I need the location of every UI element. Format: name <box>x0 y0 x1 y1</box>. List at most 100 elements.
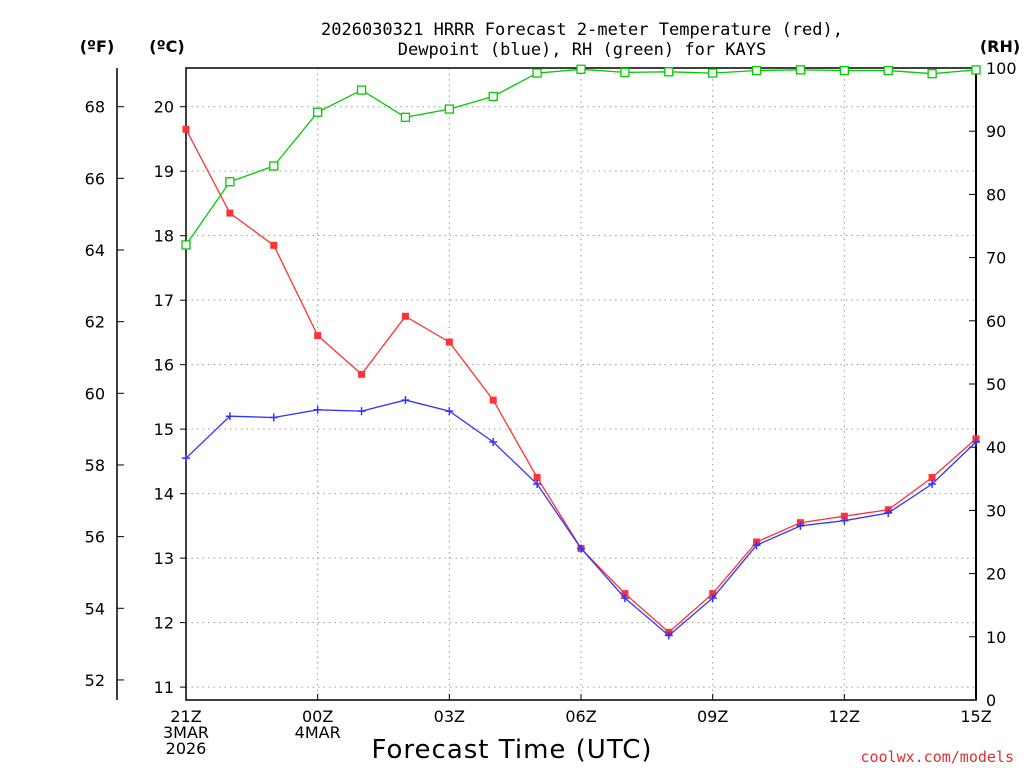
data-point <box>839 65 849 76</box>
data-point <box>577 544 585 553</box>
data-point <box>225 412 234 421</box>
series-line <box>185 128 977 634</box>
celsius-tick-label: 11 <box>154 678 174 697</box>
data-point <box>621 590 629 598</box>
time-tick-label: 09Z <box>697 707 728 726</box>
data-point <box>533 479 542 488</box>
celsius-tick-label: 14 <box>154 485 174 504</box>
data-point <box>620 67 630 78</box>
rh-tick-label: 0 <box>986 691 996 710</box>
time-tick-label: 12Z <box>829 707 860 726</box>
series-dewpoint <box>182 396 980 640</box>
time-tick-label: 00Z <box>302 707 333 726</box>
data-point <box>796 521 805 530</box>
data-point <box>489 396 497 404</box>
data-point <box>972 438 980 447</box>
fahrenheit-tick-label: 62 <box>85 313 105 332</box>
celsius-tick-labels: 11 12 13 14 15 16 17 18 19 20 <box>154 98 186 697</box>
data-point <box>182 454 190 463</box>
data-point <box>664 631 673 640</box>
data-point <box>445 407 454 416</box>
data-point <box>928 474 936 482</box>
data-point <box>752 541 761 550</box>
series-rh <box>181 64 981 250</box>
data-point <box>532 68 542 78</box>
series-2-meter-temperature <box>182 125 980 636</box>
data-point <box>883 65 893 76</box>
fahrenheit-tick-label: 64 <box>85 241 105 260</box>
data-point <box>971 65 981 75</box>
data-point <box>576 64 586 74</box>
data-point <box>708 68 718 78</box>
data-point <box>709 590 717 598</box>
data-point <box>182 125 190 133</box>
rh-tick-label: 100 <box>986 59 1017 78</box>
time-tick-label: 4MAR <box>295 723 341 742</box>
time-tick-label: 21Z <box>170 707 201 726</box>
data-point <box>620 594 629 603</box>
data-point <box>928 479 937 488</box>
rh-tick-label: 50 <box>986 375 1006 394</box>
data-point <box>927 69 937 79</box>
data-point <box>270 241 278 249</box>
celsius-unit-label: (ºC) <box>149 37 184 56</box>
fahrenheit-unit-label: (ºF) <box>80 37 115 56</box>
series-line <box>185 399 977 637</box>
celsius-tick-label: 20 <box>154 98 174 117</box>
time-tick-label: 03Z <box>434 707 465 726</box>
rh-tick-label: 80 <box>986 185 1006 204</box>
data-point <box>226 209 234 217</box>
fahrenheit-tick-label: 56 <box>85 528 105 547</box>
grid-lines <box>186 68 976 700</box>
data-point <box>269 161 279 171</box>
data-point <box>489 438 498 447</box>
data-point <box>708 594 717 603</box>
data-point <box>488 91 498 102</box>
data-point <box>225 177 235 187</box>
celsius-tick-label: 12 <box>154 614 174 633</box>
series-layer <box>181 64 981 640</box>
data-point <box>445 338 453 346</box>
time-tick-label: 15Z <box>960 707 991 726</box>
fahrenheit-tick-label: 60 <box>85 384 105 403</box>
rh-tick-label: 40 <box>986 438 1006 457</box>
data-point <box>357 407 366 416</box>
rh-tick-label: 90 <box>986 122 1006 141</box>
rh-tick-labels: 0 10 20 30 40 50 60 70 80 90 100 <box>969 59 1017 710</box>
fahrenheit-tick-label: 52 <box>85 671 105 690</box>
fahrenheit-tick-label: 68 <box>85 98 105 117</box>
data-point <box>358 370 366 378</box>
rh-tick-label: 30 <box>986 501 1006 520</box>
data-point <box>840 512 848 520</box>
chart-title-line2: Dewpoint (blue), RH (green) for KAYS <box>398 40 766 60</box>
data-point <box>795 65 806 75</box>
celsius-tick-label: 19 <box>154 162 174 181</box>
data-point <box>401 312 409 320</box>
fahrenheit-tick-label: 58 <box>85 456 105 475</box>
credit-text: coolwx.com/models <box>860 748 1014 766</box>
celsius-tick-label: 13 <box>154 549 174 568</box>
rh-tick-label: 10 <box>986 628 1006 647</box>
fahrenheit-tick-label: 66 <box>85 169 105 188</box>
data-point <box>751 65 762 76</box>
fahrenheit-tick-label: 54 <box>85 599 105 618</box>
time-tick-label: 3MAR <box>163 723 209 742</box>
data-point <box>313 107 323 117</box>
celsius-tick-label: 16 <box>154 356 174 375</box>
data-point <box>181 240 191 250</box>
data-point <box>664 67 674 77</box>
celsius-tick-label: 15 <box>154 420 174 439</box>
rh-unit-label: (RH) <box>980 37 1020 56</box>
data-point <box>400 112 411 122</box>
rh-tick-label: 60 <box>986 312 1006 331</box>
time-tick-label: 06Z <box>565 707 596 726</box>
fahrenheit-tick-labels: 52 54 56 58 60 62 64 66 68 <box>85 98 124 690</box>
data-point <box>313 405 322 414</box>
data-point <box>884 508 893 517</box>
celsius-tick-label: 18 <box>154 227 174 246</box>
data-point <box>356 85 367 95</box>
data-point <box>840 516 849 525</box>
time-tick-label: 2026 <box>166 739 207 758</box>
data-point <box>314 332 322 340</box>
